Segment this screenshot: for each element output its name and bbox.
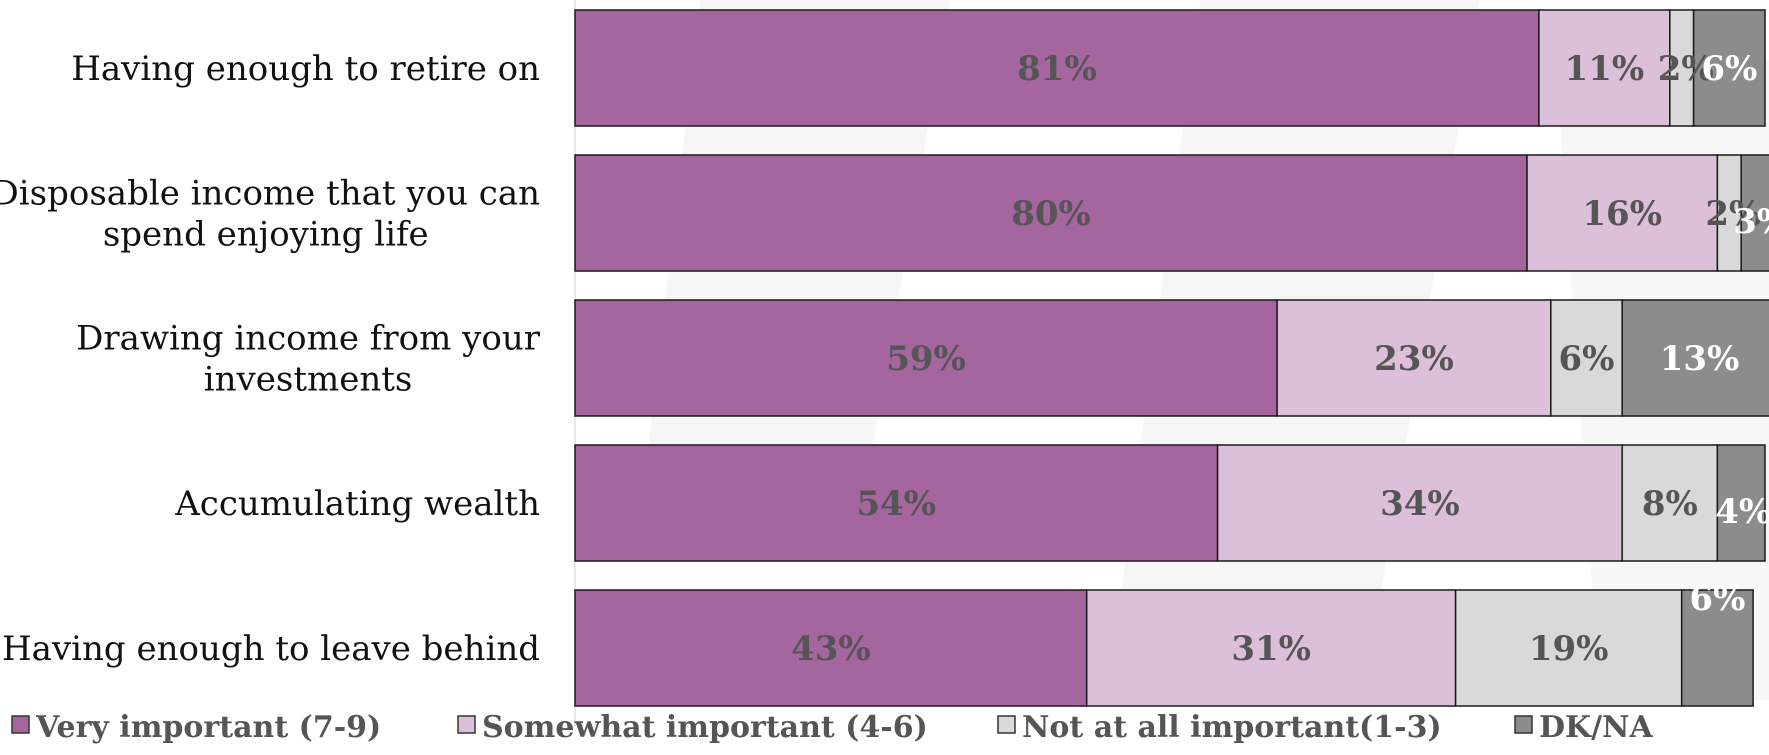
bar-segment [1454, 589, 1683, 707]
category-label: Having enough to leave behind [2, 629, 540, 669]
bar-segment [1621, 444, 1719, 562]
category-labels: Having enough to retire on Disposable inc… [0, 49, 541, 669]
bar-segment [1550, 299, 1623, 417]
category-label: Accumulating wealth [174, 484, 540, 524]
bar-segment [574, 589, 1088, 707]
bar-segment [1526, 154, 1719, 272]
category-label: Drawing income from your investments [76, 319, 541, 400]
bar-segment [1680, 589, 1754, 707]
bar-segment [1740, 154, 1769, 272]
category-label-line: investments [204, 360, 413, 400]
value-labels: 81%11%2%6%80%16%2%3%59%23%6%13%54%34%8%4… [791, 49, 1769, 669]
bar-segment [1716, 444, 1766, 562]
category-label-line: Drawing income from your [76, 319, 541, 359]
value-label: 81% [1017, 49, 1097, 89]
value-label: 43% [791, 629, 871, 669]
value-label: 4% [1715, 492, 1769, 532]
legend-swatch [11, 715, 30, 734]
legend-swatch [457, 715, 476, 734]
value-label: 6% [1701, 49, 1757, 89]
category-label-line: Disposable income that you can [0, 174, 540, 214]
category-label: Having enough to retire on [71, 49, 540, 89]
bar-segment [574, 154, 1528, 272]
value-label: 11% [1565, 49, 1645, 89]
legend-label: DK/NA [1539, 710, 1653, 745]
value-label: 59% [886, 339, 966, 379]
category-label-line: Having enough to leave behind [2, 629, 540, 669]
bar-segment [1085, 589, 1457, 707]
value-label: 31% [1231, 629, 1311, 669]
value-label: 16% [1582, 194, 1662, 234]
value-label: 54% [856, 484, 936, 524]
category-label-line: Accumulating wealth [174, 484, 540, 524]
value-label: 8% [1642, 484, 1698, 524]
value-label: 6% [1689, 579, 1745, 619]
bar-segment [574, 299, 1278, 417]
value-label: 80% [1011, 194, 1091, 234]
bar-segment [1276, 299, 1552, 417]
value-label: 6% [1559, 339, 1615, 379]
value-label: 2% [1658, 49, 1714, 89]
legend: Very important (7-9) Somewhat important (… [11, 710, 1653, 745]
legend-label: Not at all important(1-3) [1022, 710, 1442, 745]
value-label: 3% [1733, 202, 1769, 242]
legend-label: Very important (7-9) [35, 710, 381, 745]
value-label: 23% [1374, 339, 1454, 379]
bar-segment [574, 444, 1219, 562]
bar-segment [1216, 444, 1623, 562]
legend-swatch [997, 715, 1016, 734]
bar-segment [1621, 299, 1769, 417]
bar-segment [574, 9, 1540, 127]
legend-label: Somewhat important (4-6) [482, 710, 928, 745]
value-label: 13% [1660, 339, 1740, 379]
value-label: 19% [1529, 629, 1609, 669]
category-label-line: Having enough to retire on [71, 49, 540, 89]
legend-swatch [1514, 715, 1533, 734]
value-label: 34% [1380, 484, 1460, 524]
bars [574, 9, 1769, 707]
category-label: Disposable income that you can spend enjo… [0, 174, 540, 255]
bar-segment [1692, 9, 1766, 127]
category-label-line: spend enjoying life [103, 215, 429, 255]
value-label: 2% [1705, 194, 1761, 234]
